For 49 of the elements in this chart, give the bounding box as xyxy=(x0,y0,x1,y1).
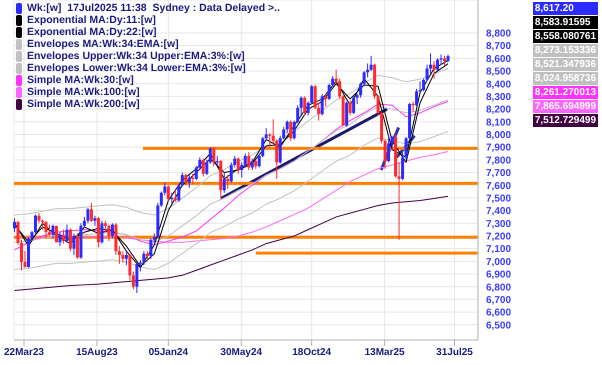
x-tick-label: 05Jan24 xyxy=(148,347,189,358)
y-tick-label: 8,100 xyxy=(486,117,512,128)
text: 8,583.91595 xyxy=(532,16,598,29)
legend-label: Envelopes Upper:Wk:34 Upper:EMA:3%:[w] xyxy=(27,50,245,62)
x-tick-label: 22Mar23 xyxy=(4,347,44,358)
y-tick-label: 7,100 xyxy=(486,244,512,256)
y-tick-label: 8,700 xyxy=(486,41,512,52)
legend-label: Simple MA:Wk:200:[w] xyxy=(27,98,140,110)
text: 7,512.729499 xyxy=(532,114,598,127)
y-tick-label: 7,500 xyxy=(486,193,512,204)
y-tick-label: 8,300 xyxy=(486,92,512,103)
y-tick-label: 7,600 xyxy=(486,180,512,192)
legend-label: Wk:[w] 17Jul2025 11:38 Sydney : Data Delayed >.. xyxy=(27,2,280,14)
y-tick-label: 6,500 xyxy=(486,320,512,332)
y-tick-label: 8,400 xyxy=(486,79,512,90)
legend-label: Simple MA:Wk:100:[w] xyxy=(27,86,140,98)
y-tick-label: 8,500 xyxy=(486,66,512,78)
x-tick-label: 31Jul25 xyxy=(436,347,474,358)
legend-label: Exponential MA:Dy:11:[w] xyxy=(27,14,156,26)
text: 8,024.958736 xyxy=(532,72,598,85)
y-tick-label: 7,000 xyxy=(486,256,512,268)
y-tick-label: 7,800 xyxy=(486,155,512,166)
y-tick-label: 8,200 xyxy=(486,104,512,116)
y-tick-label: 8,600 xyxy=(486,54,512,65)
text: 8,521.347936 xyxy=(532,58,598,71)
text: 8,617.20 xyxy=(532,2,598,15)
text: 7,865.694999 xyxy=(532,100,598,113)
text: 8,261.270013 xyxy=(532,86,598,99)
x-tick-label: 30May24 xyxy=(220,347,263,358)
text: 8,273.153336 xyxy=(532,44,598,57)
y-tick-label: 7,200 xyxy=(486,232,512,243)
y-tick-label: 7,900 xyxy=(486,142,512,154)
x-tick-label: 18Oct24 xyxy=(292,347,332,358)
y-tick-label: 7,400 xyxy=(486,206,512,218)
y-tick-label: 6,700 xyxy=(486,294,512,306)
legend-label: Envelopes MA:Wk:34:EMA:[w] xyxy=(27,38,179,50)
y-tick-label: 6,900 xyxy=(486,270,512,281)
text: 8,558.080761 xyxy=(532,30,598,43)
legend-label: Exponential MA:Dy:22:[w] xyxy=(27,26,157,38)
legend-label: Envelopes Lower:Wk:34 Lower:EMA:3%:[w] xyxy=(27,62,246,74)
x-tick-label: 15Aug23 xyxy=(76,347,118,358)
y-tick-label: 7,300 xyxy=(486,218,512,230)
y-tick-label: 7,700 xyxy=(486,168,512,180)
y-tick-label: 6,600 xyxy=(486,308,512,319)
legend-label: Simple MA:Wk:30:[w] xyxy=(27,74,134,86)
y-tick-label: 8,800 xyxy=(486,28,512,40)
y-tick-label: 6,800 xyxy=(486,282,512,294)
x-tick-label: 13Mar25 xyxy=(364,347,406,358)
y-tick-label: 8,000 xyxy=(486,130,512,142)
